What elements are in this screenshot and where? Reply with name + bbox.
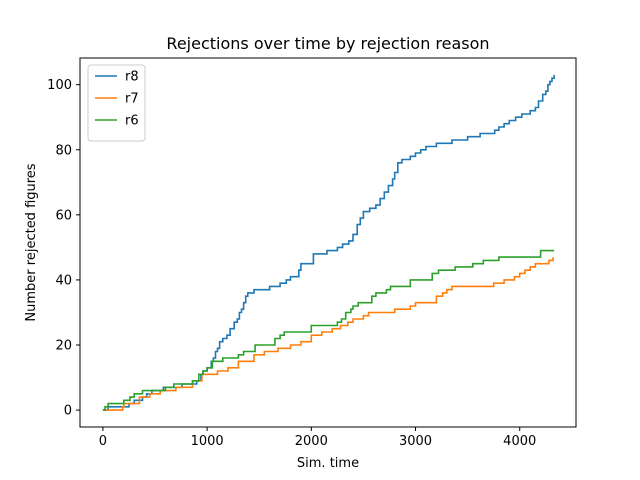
- x-tick-label: 1000: [191, 434, 224, 449]
- legend-label-r7: r7: [125, 92, 139, 107]
- y-tick-label: 80: [55, 143, 72, 158]
- y-tick-label: 40: [55, 273, 72, 288]
- y-tick-label: 60: [55, 208, 72, 223]
- x-tick-label: 0: [99, 434, 107, 449]
- y-tick-label: 0: [64, 404, 72, 419]
- chart-title: Rejections over time by rejection reason: [166, 34, 489, 53]
- x-axis-label: Sim. time: [297, 456, 359, 471]
- legend-label-r8: r8: [125, 70, 139, 85]
- series-layer: [102, 74, 555, 411]
- y-axis-label: Number rejected figures: [24, 163, 39, 321]
- plot-area-frame: [79, 57, 577, 428]
- x-tick-label: 3000: [399, 434, 432, 449]
- x-tick-label: 2000: [295, 434, 328, 449]
- series-line-r6: [102, 249, 555, 411]
- y-axis-ticks: 0 20 40 60 80 100: [47, 78, 80, 419]
- series-line-r7: [102, 257, 554, 411]
- legend: r8 r7 r6: [87, 64, 146, 142]
- y-tick-label: 20: [55, 339, 72, 354]
- legend-label-r6: r6: [125, 114, 139, 129]
- x-tick-label: 4000: [503, 434, 536, 449]
- legend-box: [87, 64, 146, 142]
- x-axis-ticks: 0 1000 2000 3000 4000: [99, 427, 536, 449]
- y-tick-label: 100: [47, 78, 72, 93]
